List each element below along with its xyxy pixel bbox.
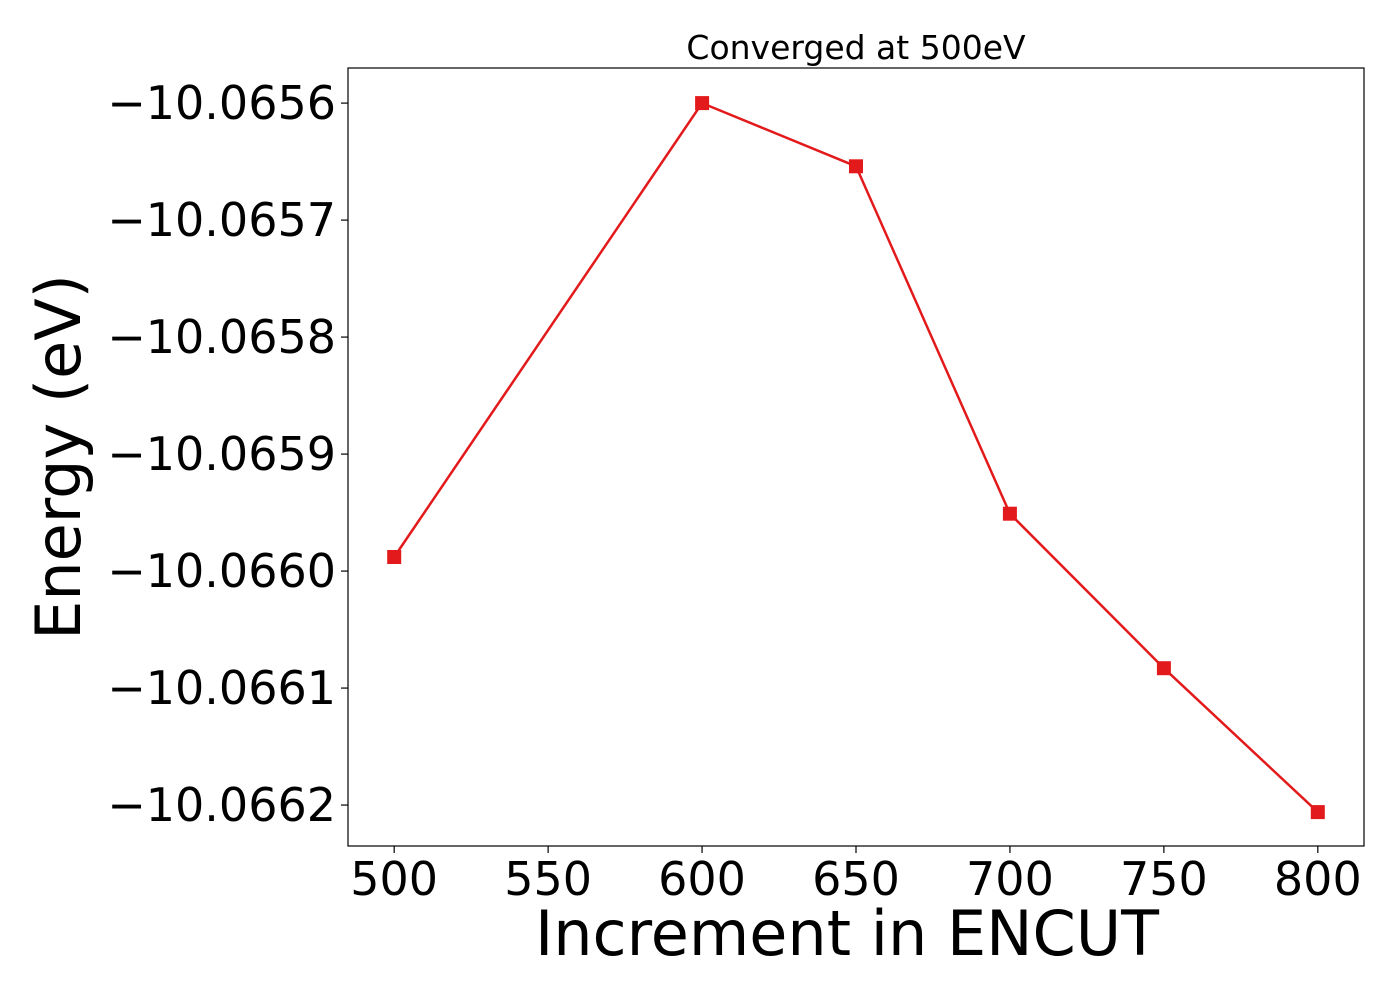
x-tick-label: 600 <box>658 852 746 906</box>
y-tick-label: −10.0662 <box>107 778 336 832</box>
data-markers <box>387 96 1325 820</box>
series-line <box>393 101 1319 814</box>
data-point-marker <box>1156 661 1171 676</box>
x-tick-label: 800 <box>1274 852 1362 906</box>
chart-title: Converged at 500eV <box>686 28 1026 67</box>
data-point-marker <box>1002 506 1017 521</box>
y-axis-ticks: −10.0656 −10.0657 −10.0658 −10.0659 −10.0660… <box>107 76 348 832</box>
x-tick-label: 700 <box>966 852 1054 906</box>
data-point-marker <box>849 159 863 174</box>
data-point-marker <box>695 96 710 111</box>
y-axis-label: Energy (eV) <box>22 274 95 640</box>
x-tick-label: 750 <box>1120 852 1208 906</box>
plot-area-frame <box>347 67 1365 847</box>
y-tick-label: −10.0660 <box>107 544 336 598</box>
x-tick-label: 650 <box>812 852 900 906</box>
y-tick-label: −10.0658 <box>107 310 336 364</box>
data-point-marker <box>387 550 402 564</box>
y-tick-label: −10.0656 <box>107 76 336 130</box>
x-axis-label: Increment in ENCUT <box>535 897 1160 970</box>
x-tick-label: 500 <box>350 852 438 906</box>
y-tick-label: −10.0657 <box>107 193 336 247</box>
data-point-marker <box>1310 805 1325 820</box>
x-axis-ticks: 500 550 600 650 700 750 800 <box>350 846 1362 906</box>
y-tick-label: −10.0659 <box>107 427 336 481</box>
x-tick-label: 550 <box>504 852 592 906</box>
y-tick-label: −10.0661 <box>107 661 336 715</box>
